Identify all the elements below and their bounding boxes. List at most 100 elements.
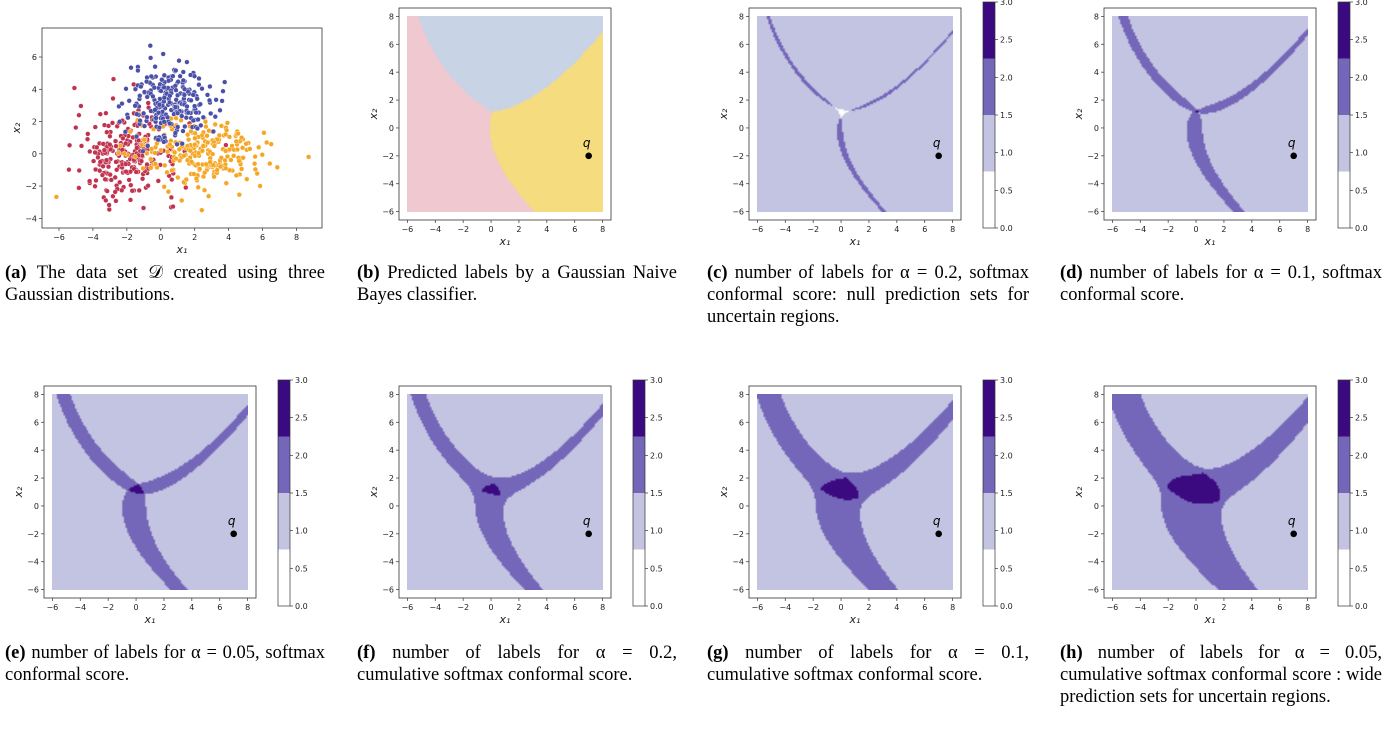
x-tick-label: −6 [1106,603,1118,612]
scatter-point [135,67,141,74]
scatter-point [240,155,246,161]
colorbar-segment [983,115,995,172]
scatter-point [161,95,167,101]
colorbar-tick-label: 3.0 [295,376,308,385]
query-point-q [585,530,592,538]
scatter-point [214,167,220,173]
scatter-point [129,188,135,194]
scatter-point [210,128,217,135]
colorbar-segment [983,171,995,228]
x-tick-label: 4 [544,225,549,234]
colorbar-tick-label: 3.0 [1355,376,1368,385]
colorbar-tick-label: 1.0 [1000,527,1013,536]
scatter-point [223,131,229,138]
x-axis-label: x₁ [499,235,511,248]
scatter-point [123,86,129,92]
scatter-point [102,176,108,182]
scatter-point [181,153,187,159]
scatter-point [110,95,116,102]
scatter-point [223,148,229,154]
scatter-point [179,197,185,204]
scatter-point [76,167,82,174]
scatter-point [145,100,151,106]
scatter-point [144,114,150,120]
scatter-point [214,136,221,143]
scatter-point [236,192,242,198]
scatter-point [161,84,167,91]
scatter-point [191,171,197,177]
panel-f-count-map: −6 −4 −2 0 2 4 6 8 −6 −4 −2 0 2 4 6 8 x₁ x₂ q 0.0 0.5 1.0 1.5 2… [355,376,675,640]
scatter-point [151,85,157,91]
y-axis-label: x₂ [10,122,23,135]
y-axis-label: x₂ [367,486,380,499]
axes-frame [398,7,612,221]
x-tick-label: 2 [866,603,871,612]
scatter-point [227,167,233,173]
colorbar: 0.0 0.5 1.0 1.5 2.0 2.5 3.0 [1337,0,1368,233]
y-tick-label: 8 [739,390,744,399]
y-tick-label: 2 [34,474,39,483]
scatter-point [210,151,216,157]
scatter-point [93,177,99,184]
region-map [407,16,603,212]
x-tick-label: −6 [46,603,58,612]
y-tick-label: 8 [389,390,394,399]
x-tick-label: 6 [1277,225,1282,234]
colorbar-tick-label: 2.0 [1000,451,1013,460]
scatter-point [85,131,91,137]
scatter-point [117,179,123,185]
query-point-label: q [583,514,591,528]
axes-frame [41,27,323,229]
colorbar-segment [983,493,995,550]
x-tick-label: 8 [950,225,955,234]
scatter-point [175,79,181,85]
panel-h-count-map: −6 −4 −2 0 2 4 6 8 −6 −4 −2 0 2 4 6 8 x₁ x₂ q 0.0 0.5 1.0 1.5 2… [1060,376,1385,640]
y-tick-label: 0 [1094,124,1099,133]
x-tick-label: −4 [74,603,86,612]
caption-g: (g) number of labels for α = 0.1, cumula… [707,643,1029,685]
scatter-point [247,146,253,152]
scatter-point [198,122,204,129]
axes: −6 −4 −2 0 2 4 6 8 −6 −4 −2 0 2 4 6 8 x₁ x₂ [717,7,962,248]
colorbar-tick-label: 1.0 [295,527,308,536]
query-point-q [585,152,592,160]
scatter-point [138,83,144,90]
scatter-point [101,147,108,153]
scatter-point [139,142,145,148]
y-tick-label: −6 [1087,586,1099,595]
scatter-point [196,75,202,82]
scatter-point [153,115,159,121]
scatter-point [156,102,163,108]
y-tick-label: 4 [1094,68,1099,77]
scatter-point [274,164,280,170]
y-tick-label: 4 [32,85,37,94]
colorbar-tick-label: 0.5 [1000,186,1013,195]
colorbar-tick-label: 2.0 [1000,73,1013,82]
caption-a: (a) The data set 𝒟 created using three G… [5,263,325,305]
scatter-point [184,103,190,110]
panel-g-count-map: −6 −4 −2 0 2 4 6 8 −6 −4 −2 0 2 4 6 8 x₁ x₂ q 0.0 0.5 1.0 1.5 2… [705,376,1025,640]
scatter-point [134,111,140,117]
y-tick-label: 4 [1094,446,1099,455]
scatter-point [218,155,224,161]
scatter-point [188,97,194,104]
y-axis-label: x₂ [717,108,730,121]
scatter-point [155,178,161,184]
x-tick-label: −6 [53,233,65,242]
query-point-q [1290,152,1297,160]
x-tick-label: −6 [401,225,413,234]
scatter-point [126,177,132,183]
y-tick-label: 0 [739,124,744,133]
scatter-point [231,153,237,159]
y-tick-label: −2 [732,152,744,161]
scatter-point [204,92,211,98]
scatter-point [206,193,212,199]
colorbar-segment [1338,549,1350,606]
scatter-point [196,82,202,88]
scatter-point [264,139,270,146]
scatter-point [162,162,168,169]
y-tick-label: 8 [739,12,744,21]
scatter-point [97,111,103,117]
x-tick-label: 4 [544,603,549,612]
scatter-point [166,78,172,84]
